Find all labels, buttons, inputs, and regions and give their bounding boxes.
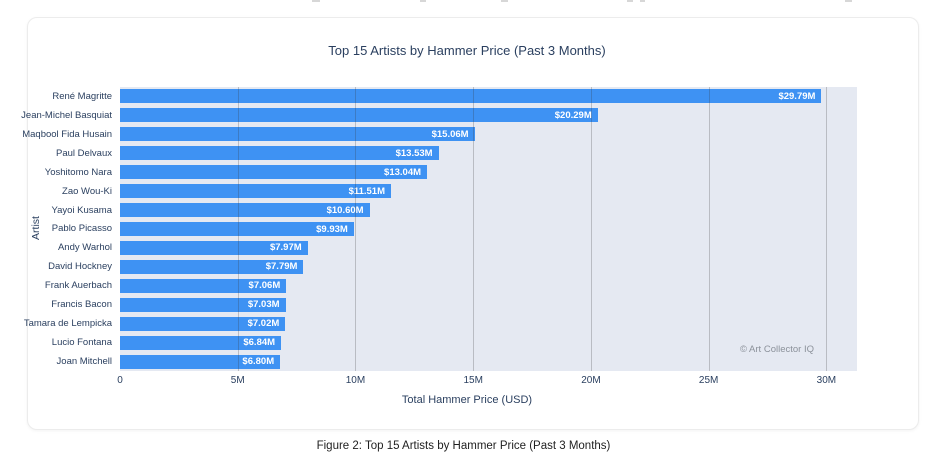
bar[interactable]: $11.51M [120, 184, 392, 199]
bar[interactable]: $6.84M [120, 335, 282, 350]
cropped-text-artifact [627, 0, 633, 2]
cropped-text-artifact [312, 0, 320, 2]
figure-caption: Figure 2: Top 15 Artists by Hammer Price… [316, 440, 611, 452]
bar[interactable]: $7.02M [120, 316, 286, 331]
y-axis-category-label: Zao Wou-Ki [62, 185, 112, 197]
bar[interactable]: $6.80M [120, 354, 281, 369]
bar[interactable]: $7.97M [120, 240, 308, 255]
bar-value-label: $7.02M [247, 318, 280, 330]
bar-value-label: $9.93M [316, 223, 348, 235]
bar-value-label: $6.84M [243, 337, 276, 349]
bars-layer: $29.79M $20.29M $15.06M $13.53M $13.04M $11.5… [120, 87, 857, 371]
y-axis-category-label: Paul Delvaux [56, 147, 112, 159]
y-axis-category-label: Yoshitomo Nara [44, 166, 112, 178]
bar-value-label: $7.97M [269, 242, 302, 254]
bar[interactable]: $13.53M [120, 146, 439, 161]
x-axis-tick-label: 25M [698, 375, 719, 386]
bar[interactable]: $13.04M [120, 165, 428, 180]
bar[interactable]: $7.79M [120, 259, 304, 274]
bar-value-label: $20.29M [554, 109, 592, 121]
bar-value-label: $29.79M [778, 90, 816, 102]
bar-value-label: $6.80M [242, 356, 275, 368]
x-axis-tick-label: 20M [581, 375, 601, 386]
x-axis-tick-label: 10M [345, 375, 366, 386]
y-axis-category-label: Maqbool Fida Husain [22, 128, 112, 140]
cropped-text-artifact [420, 0, 426, 2]
bar-value-label: $13.04M [384, 166, 422, 178]
bar[interactable]: $20.29M [120, 108, 598, 123]
bar-value-label: $7.06M [248, 280, 281, 292]
y-axis-category-labels: René Magritte Jean-Michel Basquiat Maqbool… [21, 87, 116, 371]
plot-area: $29.79M $20.29M $15.06M $13.53M $13.04M $11.5… [120, 87, 857, 371]
y-axis-category-label: René Magritte [52, 90, 112, 102]
y-axis-category-label: Joan Mitchell [56, 356, 112, 368]
bar-value-label: $13.53M [395, 147, 433, 159]
bar[interactable]: $29.79M [120, 89, 822, 104]
bar[interactable]: $10.60M [120, 203, 370, 218]
y-axis-category-label: Tamara de Lempicka [23, 318, 112, 330]
y-axis-category-label: Yayoi Kusama [51, 204, 112, 216]
x-axis-tick-label: 30M [816, 375, 837, 386]
y-axis-category-label: Jean-Michel Basquiat [21, 109, 112, 121]
x-axis-tick-label: 0 [117, 375, 123, 386]
cropped-text-artifact [845, 0, 852, 2]
y-axis-category-label: Lucio Fontana [51, 337, 112, 349]
bar[interactable]: $7.06M [120, 278, 287, 293]
bar-value-label: $15.06M [431, 128, 469, 140]
bar[interactable]: $7.03M [120, 297, 286, 312]
chart-title: Top 15 Artists by Hammer Price (Past 3 M… [328, 43, 606, 58]
y-axis-category-label: Pablo Picasso [51, 223, 112, 235]
cropped-text-artifact [501, 0, 508, 2]
x-axis-tick-label: 15M [463, 375, 483, 386]
bar-value-label: $11.51M [348, 185, 386, 197]
bar-value-label: $7.79M [265, 261, 298, 273]
bar-value-label: $10.60M [326, 204, 364, 216]
cropped-text-artifact [640, 0, 645, 2]
bar-value-label: $7.03M [247, 299, 280, 311]
bar[interactable]: $15.06M [120, 127, 475, 142]
x-axis-tick-label: 5M [230, 375, 245, 386]
y-axis-category-label: David Hockney [48, 261, 112, 273]
y-axis-category-label: Andy Warhol [57, 242, 112, 254]
bar[interactable]: $9.93M [120, 222, 354, 236]
y-axis-category-label: Francis Bacon [51, 299, 112, 311]
watermark: © Art Collector IQ [739, 344, 814, 355]
x-axis-tick-labels: 0 5M 10M 15M 20M 25M 30M [117, 375, 857, 387]
y-axis-category-label: Frank Auerbach [44, 280, 112, 292]
chart-card: Top 15 Artists by Hammer Price (Past 3 M… [21, 17, 919, 430]
x-axis-title: Total Hammer Price (USD) [401, 394, 533, 406]
